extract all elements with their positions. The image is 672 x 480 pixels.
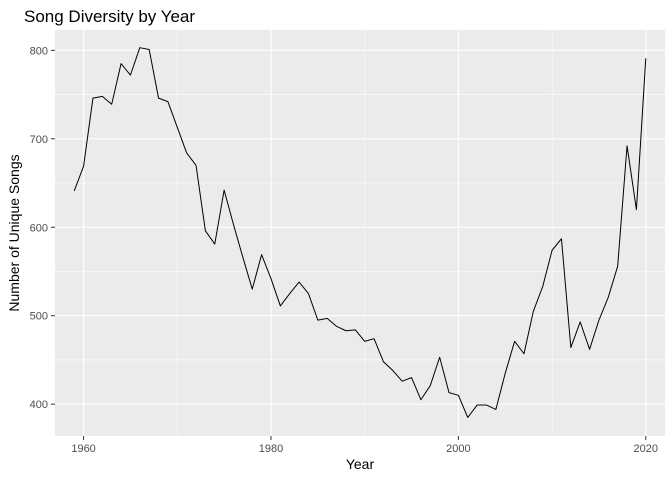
y-tick-label: 500 [30,311,48,323]
y-tick-label: 800 [30,45,48,57]
y-tick-label: 400 [30,399,48,411]
x-axis-ticks: 1960 1980 2000 2020 [71,436,658,455]
plot-panel [55,30,665,436]
x-tick-label: 1960 [71,443,95,455]
major-gridlines [55,30,665,436]
y-tick-label: 600 [30,222,48,234]
minor-gridlines [55,30,665,436]
y-tick-label: 700 [30,134,48,146]
x-axis-title: Year [346,456,375,472]
chart-title: Song Diversity by Year [24,7,195,26]
x-tick-label: 2020 [634,443,658,455]
y-axis-ticks: 400 500 600 700 800 [30,45,55,411]
series-line [73,47,647,418]
x-tick-label: 2000 [446,443,470,455]
y-axis-title: Number of Unique Songs [6,154,22,311]
x-tick-label: 1980 [259,443,283,455]
